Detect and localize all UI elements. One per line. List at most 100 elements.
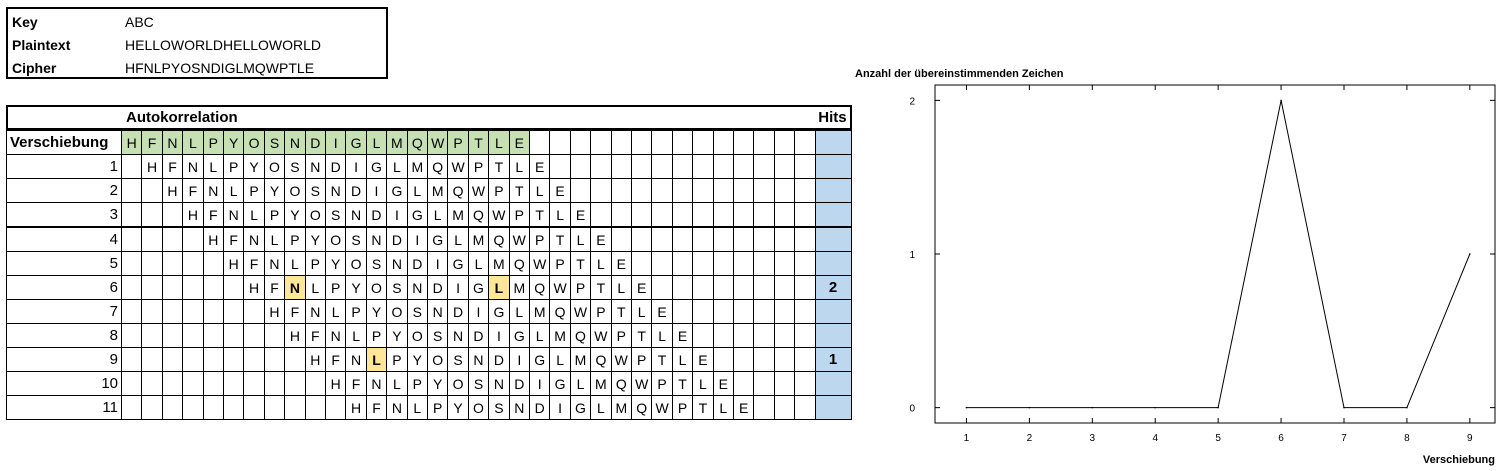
header-letter-cell: M <box>386 130 408 156</box>
shifted-letter-cell <box>141 395 163 421</box>
shifted-letter-cell: H <box>284 322 306 348</box>
shifted-letter-cell <box>182 274 204 300</box>
plot-frame <box>934 84 1496 424</box>
shifted-letter-cell: L <box>712 395 734 421</box>
key-value: ABC <box>125 14 154 30</box>
shifted-letter-cell: O <box>345 250 367 276</box>
header-letter-cell: F <box>141 130 163 156</box>
shifted-letter-cell: L <box>692 371 714 397</box>
shifted-letter-cell: G <box>508 322 530 348</box>
shifted-letter-cell <box>753 154 775 180</box>
shifted-letter-cell: E <box>610 250 632 276</box>
shifted-letter-cell: Q <box>610 371 632 397</box>
shifted-letter-cell <box>182 250 204 276</box>
shifted-letter-cell: G <box>427 226 449 252</box>
shifted-letter-cell: E <box>529 154 551 180</box>
shifted-letter-cell <box>325 395 347 421</box>
shift-value: 8 <box>6 322 122 348</box>
shifted-letter-cell: P <box>365 322 388 348</box>
shifted-letter-cell: S <box>488 395 510 421</box>
data-point <box>1028 406 1031 409</box>
header-letter-cell: W <box>427 130 449 156</box>
shifted-letter-cell: M <box>447 202 469 228</box>
shifted-letter-cell <box>692 154 714 180</box>
shift-value: 6 <box>6 274 122 300</box>
shifted-letter-cell: H <box>182 202 204 228</box>
shifted-letter-cell: D <box>386 226 408 252</box>
shift-value: 9 <box>6 347 122 373</box>
shifted-letter-cell: L <box>569 371 592 397</box>
shifted-letter-cell: Q <box>549 298 571 324</box>
shifted-letter-cell: D <box>345 178 367 204</box>
shifted-letter-cell: F <box>263 274 286 300</box>
shifted-letter-cell: P <box>467 154 490 180</box>
shifted-letter-cell: L <box>406 395 428 421</box>
shifted-letter-cell: P <box>284 226 306 252</box>
shifted-letter-cell: P <box>529 226 551 252</box>
shift-value: 5 <box>6 250 122 276</box>
shifted-letter-cell: L <box>549 347 571 373</box>
shifted-letter-cell: O <box>304 202 326 228</box>
shifted-letter-cell: G <box>365 154 388 180</box>
shifted-letter-cell <box>243 322 265 348</box>
shifted-letter-cell: N <box>386 250 408 276</box>
shifted-letter-cell <box>284 347 306 373</box>
shifted-letter-cell: O <box>386 298 408 324</box>
key-info-box: Key ABC Plaintext HELLOWORLDHELLOWORLD C… <box>6 7 388 79</box>
shifted-letter-cell: L <box>508 298 530 324</box>
shifted-letter-cell <box>121 322 143 348</box>
hits-count <box>814 202 852 228</box>
shifted-letter-cell <box>773 226 796 252</box>
shifted-letter-cell: F <box>304 322 326 348</box>
shifted-letter-cell: O <box>365 274 388 300</box>
shifted-letter-cell <box>733 371 755 397</box>
shifted-letter-cell <box>773 202 796 228</box>
shifted-letter-cell <box>794 226 816 252</box>
shifted-letter-cell <box>141 202 163 228</box>
shifted-letter-cell: H <box>304 347 326 373</box>
x-tick-label: 7 <box>1341 433 1347 444</box>
data-point <box>1469 253 1471 255</box>
shifted-letter-cell <box>753 250 775 276</box>
shifted-letter-cell: N <box>488 371 510 397</box>
header-letter-cell: H <box>121 130 143 156</box>
shifted-letter-cell: T <box>529 202 551 228</box>
shifted-letter-cell <box>549 154 571 180</box>
shifted-letter-cell: N <box>365 226 388 252</box>
shifted-letter-cell <box>773 395 796 421</box>
shifted-letter-cell <box>631 226 653 252</box>
shifted-letter-cell: P <box>610 322 632 348</box>
header-letter-cell <box>569 130 592 156</box>
shifted-letter-cell <box>794 178 816 204</box>
data-point <box>1154 406 1157 409</box>
shifted-letter-cell: F <box>182 178 204 204</box>
shifted-letter-cell <box>304 395 326 421</box>
shifted-letter-cell: L <box>651 322 673 348</box>
shifted-letter-cell: E <box>590 226 612 252</box>
shifted-letter-cell: L <box>590 395 612 421</box>
shifted-letter-cell: I <box>406 226 428 252</box>
shifted-letter-cell: O <box>284 178 306 204</box>
header-letter-cell <box>631 130 653 156</box>
shifted-letter-cell <box>223 274 245 300</box>
shifted-letter-cell <box>671 178 694 204</box>
shifted-letter-cell <box>733 347 755 373</box>
header-letter-cell <box>610 130 632 156</box>
shifted-letter-cell <box>773 322 796 348</box>
shifted-letter-cell <box>263 322 286 348</box>
header-letter-cell <box>712 130 734 156</box>
shifted-letter-cell <box>263 395 286 421</box>
matches-line-chart: Anzahl der übereinstimmenden Zeichen 0 1 2 1… <box>855 68 1496 466</box>
shifted-letter-cell <box>733 154 755 180</box>
shifted-letter-cell: Y <box>365 298 388 324</box>
shifted-letter-cell: S <box>447 347 469 373</box>
shifted-letter-cell <box>182 347 204 373</box>
hits-count <box>814 154 852 180</box>
hits-count <box>814 178 852 204</box>
shifted-letter-cell: I <box>467 298 490 324</box>
shifted-letter-cell <box>794 274 816 300</box>
shifted-letter-cell <box>631 154 653 180</box>
shifted-letter-cell: F <box>243 250 265 276</box>
table-title-row: Autokorrelation Hits <box>6 105 852 131</box>
shifted-letter-cell: W <box>508 226 530 252</box>
